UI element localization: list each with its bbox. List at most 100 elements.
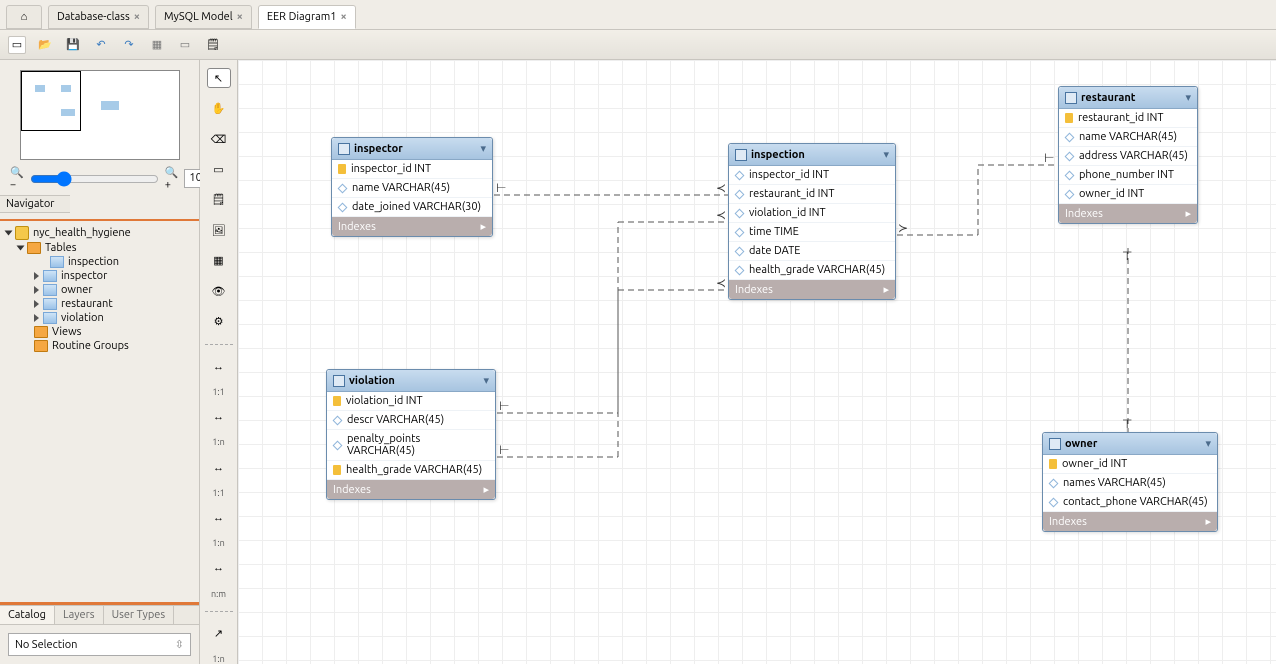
column-row[interactable]: violation_id INT [327,392,495,411]
sidebar-tab-usertypes[interactable]: User Types [104,606,175,624]
column-row[interactable]: phone_number INT [1059,166,1197,185]
table-tool[interactable]: ▦ [207,250,231,270]
column-row[interactable]: descr VARCHAR(45) [327,411,495,430]
indexes-row[interactable]: Indexes▸ [729,280,895,299]
column-row[interactable]: owner_id INT [1059,185,1197,204]
table-item-violation[interactable]: violation [4,311,195,325]
routine-tool[interactable]: ⚙ [207,311,231,331]
column-row[interactable]: date DATE [729,242,895,261]
close-icon[interactable]: × [134,11,140,23]
column-row[interactable]: health_grade VARCHAR(45) [729,261,895,280]
selection-box[interactable]: No Selection⇳ [8,633,191,656]
sidebar-tab-layers[interactable]: Layers [55,606,104,624]
table-icon [43,284,57,296]
column-row[interactable]: restaurant_id INT [1059,109,1197,128]
minimap-viewport[interactable] [21,71,81,131]
rel-n-m-tool[interactable]: ↔ [207,558,231,578]
layer-tool[interactable]: ▭ [207,159,231,179]
tab-database-class[interactable]: Database-class× [48,5,149,29]
indexes-row[interactable]: Indexes▸ [1059,204,1197,223]
views-node[interactable]: Views [4,325,195,339]
rel-1-n-id-tool[interactable]: ↔ [207,508,231,528]
pointer-tool[interactable]: ↖ [207,68,231,88]
entity-header[interactable]: restaurant▾ [1059,87,1197,109]
indexes-row[interactable]: Indexes▸ [332,217,492,236]
column-row[interactable]: contact_phone VARCHAR(45) [1043,493,1217,512]
rel-1-1-tool[interactable]: ↔ [207,357,231,377]
database-icon [15,226,29,240]
column-row[interactable]: violation_id INT [729,204,895,223]
tables-node[interactable]: Tables [4,241,195,255]
column-icon [1065,132,1075,142]
align-icon[interactable]: ▭ [176,36,194,54]
indexes-label: Indexes [1049,516,1087,528]
column-row[interactable]: inspector_id INT [729,166,895,185]
image-tool[interactable]: 🖼 [207,220,231,240]
routines-node[interactable]: Routine Groups [4,339,195,353]
column-label: name VARCHAR(45) [1079,131,1177,143]
chevron-right-icon: ▸ [483,483,489,496]
entity-inspection[interactable]: inspection▾inspector_id INTrestaurant_id… [728,143,896,300]
entity-inspector[interactable]: inspector▾inspector_id INTname VARCHAR(4… [331,137,493,237]
zoom-slider[interactable] [30,171,159,187]
eraser-tool[interactable]: ⌫ [207,129,231,149]
save-icon[interactable]: 💾 [64,36,82,54]
note-tool[interactable]: 🗒 [207,190,231,210]
chevron-right-icon: ▸ [1185,207,1191,220]
home-tab[interactable]: ⌂ [6,5,42,29]
entity-header[interactable]: violation▾ [327,370,495,392]
close-icon[interactable]: × [237,11,243,23]
column-row[interactable]: address VARCHAR(45) [1059,147,1197,166]
table-item-inspection[interactable]: inspection [4,255,195,269]
rel-1-n-tool[interactable]: ↔ [207,407,231,427]
tab-eer-diagram[interactable]: EER Diagram1 × [258,5,356,29]
sidebar-tab-catalog[interactable]: Catalog [0,606,55,624]
column-icon [1065,189,1075,199]
entity-restaurant[interactable]: restaurant▾restaurant_id INT name VARCHAR… [1058,86,1198,224]
column-row[interactable]: penalty_points VARCHAR(45) [327,430,495,461]
grid-icon[interactable]: ▦ [148,36,166,54]
close-icon[interactable]: × [341,11,347,23]
column-row[interactable]: name VARCHAR(45) [332,179,492,198]
tab-bar: ⌂ Database-class× MySQL Model× EER Diagr… [0,0,1276,30]
column-label: health_grade VARCHAR(45) [346,464,482,476]
table-item-restaurant[interactable]: restaurant [4,297,195,311]
entity-header[interactable]: inspection▾ [729,144,895,166]
column-row[interactable]: name VARCHAR(45) [1059,128,1197,147]
rel-1-1-id-tool[interactable]: ↔ [207,457,231,477]
indexes-row[interactable]: Indexes▸ [327,480,495,499]
column-row[interactable]: time TIME [729,223,895,242]
schema-node[interactable]: nyc_health_hygiene [4,225,195,241]
column-label: time TIME [749,226,799,238]
entity-owner[interactable]: owner▾owner_id INTnames VARCHAR(45)conta… [1042,432,1218,532]
redo-icon[interactable]: ↷ [120,36,138,54]
entity-header[interactable]: owner▾ [1043,433,1217,455]
view-tool[interactable]: 👁 [207,281,231,301]
zoom-in-icon[interactable]: 🔍+ [165,166,179,191]
note-icon[interactable]: 🗒 [204,36,222,54]
undo-icon[interactable]: ↶ [92,36,110,54]
column-row[interactable]: date_joined VARCHAR(30) [332,198,492,217]
open-icon[interactable]: 📂 [36,36,54,54]
tab-mysql-model[interactable]: MySQL Model× [155,5,252,29]
column-icon [735,189,745,199]
column-row[interactable]: owner_id INT [1043,455,1217,474]
rel-place-tool[interactable]: ↗ [207,624,231,644]
key-icon [338,164,346,174]
entity-header[interactable]: inspector▾ [332,138,492,160]
table-item-owner[interactable]: owner [4,283,195,297]
indexes-row[interactable]: Indexes▸ [1043,512,1217,531]
tab-label: EER Diagram1 [267,11,337,23]
hand-tool[interactable]: ✋ [207,98,231,118]
column-row[interactable]: names VARCHAR(45) [1043,474,1217,493]
table-item-inspector[interactable]: inspector [4,269,195,283]
minimap[interactable] [20,70,180,160]
entity-violation[interactable]: violation▾violation_id INTdescr VARCHAR(… [326,369,496,500]
column-row[interactable]: restaurant_id INT [729,185,895,204]
column-row[interactable]: health_grade VARCHAR(45) [327,461,495,480]
new-icon[interactable]: ▭ [8,36,26,54]
entity-title: inspection [751,149,805,161]
zoom-out-icon[interactable]: 🔍− [10,166,24,191]
column-row[interactable]: inspector_id INT [332,160,492,179]
diagram-canvas[interactable]: ⊢≺ ⊢≺ ⊢≺ ≻⊢ ⊤⊤ inspector▾inspector_id IN… [238,60,1276,664]
